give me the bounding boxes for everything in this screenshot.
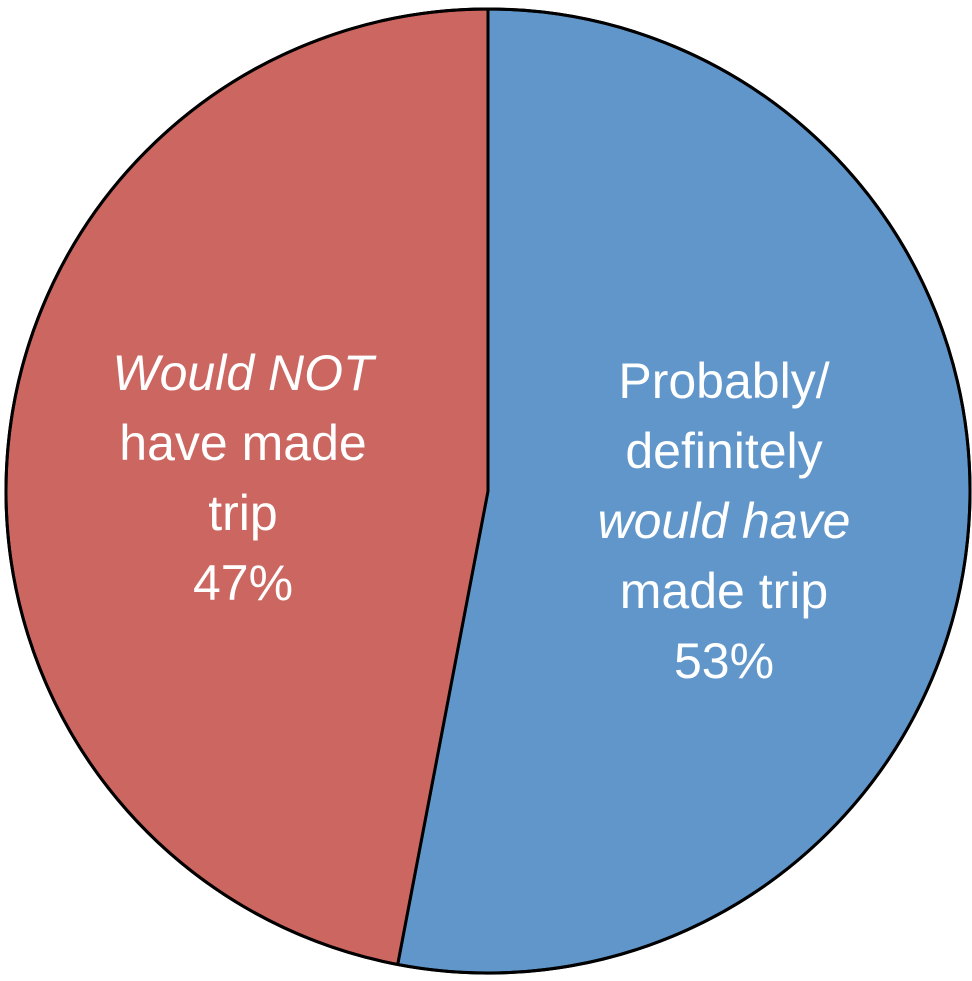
slice-label-text: definitely: [625, 423, 822, 479]
slice-label-text: Probably/: [618, 353, 829, 409]
slice-label-0: Probably/definitely would have made trip 53…: [598, 353, 851, 689]
slice-label-line: made trip: [620, 563, 828, 619]
slice-label-1: Would NOT have made trip 47%: [112, 345, 377, 611]
slice-label-line: trip: [208, 485, 277, 541]
slice-label-text: 47%: [193, 555, 293, 611]
slice-label-line: would have: [598, 493, 851, 549]
slice-label-line: 47%: [193, 555, 293, 611]
pie-outline: [4, 7, 972, 975]
slice-label-text: would have: [598, 493, 851, 549]
slice-label-text: have made: [119, 415, 366, 471]
slice-label-text: made trip: [620, 563, 828, 619]
slice-label-text: 53%: [674, 633, 774, 689]
slice-label-line: Probably/: [618, 353, 829, 409]
slice-label-line: Would NOT: [112, 345, 377, 401]
slice-label-text: trip: [208, 485, 277, 541]
slice-label-line: have made: [119, 415, 366, 471]
slice-label-line: definitely: [625, 423, 822, 479]
pie-slices: [4, 7, 972, 975]
slice-label-line: 53%: [674, 633, 774, 689]
slice-label-text: Would NOT: [112, 345, 377, 401]
pie-labels: Probably/definitely would have made trip 53…: [112, 345, 850, 689]
